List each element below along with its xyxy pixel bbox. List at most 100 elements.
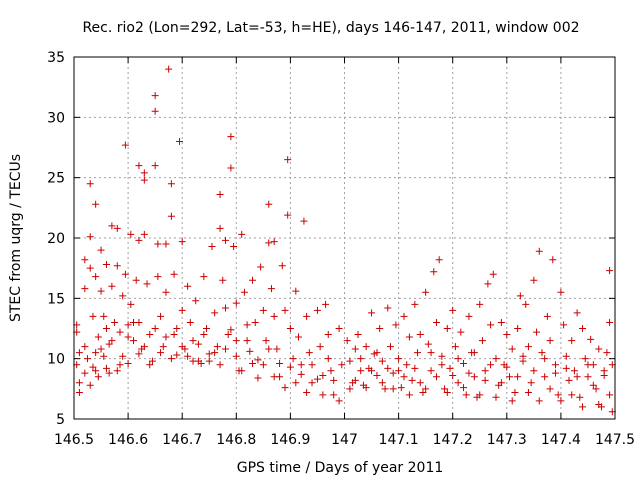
- x-tick-label: 147.2: [433, 432, 473, 448]
- data-point: [175, 137, 183, 145]
- x-tick-label: 147: [331, 432, 358, 448]
- data-point: [200, 331, 208, 339]
- data-point: [308, 379, 316, 387]
- data-point: [557, 288, 565, 296]
- x-tick-label: 147.1: [379, 432, 419, 448]
- data-point: [343, 337, 351, 345]
- data-point: [297, 361, 305, 369]
- x-tick-label: 147.5: [595, 432, 635, 448]
- data-point: [319, 372, 327, 380]
- data-point: [549, 256, 557, 264]
- data-point: [330, 376, 338, 384]
- data-point: [573, 309, 581, 317]
- data-point: [132, 276, 140, 284]
- data-point: [462, 391, 470, 399]
- data-point: [92, 273, 100, 281]
- data-point: [368, 309, 376, 317]
- data-point: [227, 164, 235, 172]
- data-point: [243, 337, 251, 345]
- data-point: [130, 337, 138, 345]
- data-point: [102, 364, 110, 372]
- data-point: [75, 379, 83, 387]
- data-point: [519, 352, 527, 360]
- data-point: [386, 343, 394, 351]
- axis-ticks: [73, 56, 616, 420]
- data-point: [92, 200, 100, 208]
- data-point: [389, 385, 397, 393]
- data-point: [470, 349, 478, 357]
- data-point: [75, 349, 83, 357]
- data-point: [97, 345, 105, 353]
- data-point: [492, 355, 500, 363]
- data-point: [557, 397, 565, 405]
- x-tick-label: 147.3: [487, 432, 527, 448]
- data-point: [419, 388, 427, 396]
- data-point: [568, 391, 576, 399]
- data-point: [130, 318, 138, 326]
- y-tick-label: 35: [47, 50, 65, 66]
- data-point: [524, 343, 532, 351]
- data-point: [546, 385, 554, 393]
- data-point: [159, 343, 167, 351]
- data-point: [146, 331, 154, 339]
- data-point: [254, 356, 262, 364]
- data-point: [262, 337, 270, 345]
- data-point: [89, 363, 97, 371]
- data-point: [116, 328, 124, 336]
- data-point: [265, 345, 273, 353]
- data-point: [551, 361, 559, 369]
- data-point: [119, 292, 127, 300]
- data-point: [167, 180, 175, 188]
- data-point: [438, 352, 446, 360]
- data-point: [94, 333, 102, 341]
- data-point: [454, 379, 462, 387]
- y-axis-tick-labels: 5 10 15 20 25 30 35: [47, 50, 65, 428]
- data-point: [606, 391, 614, 399]
- data-point: [81, 369, 89, 377]
- data-point: [389, 369, 397, 377]
- data-point: [221, 304, 229, 312]
- data-point: [94, 373, 102, 381]
- data-point: [381, 385, 389, 393]
- data-point: [127, 230, 135, 238]
- data-point: [589, 381, 597, 389]
- x-tick-label: 146.8: [216, 432, 256, 448]
- chart-title: Rec. rio2 (Lon=292, Lat=-53, h=HE), days…: [82, 20, 579, 36]
- data-point: [449, 372, 457, 380]
- data-point: [346, 385, 354, 393]
- data-point: [189, 337, 197, 345]
- data-point: [289, 355, 297, 363]
- data-point: [497, 379, 505, 387]
- data-point: [395, 367, 403, 375]
- data-point: [105, 340, 113, 348]
- data-point: [397, 384, 405, 392]
- data-point: [276, 359, 284, 367]
- data-point: [595, 345, 603, 353]
- data-point: [554, 391, 562, 399]
- data-point: [84, 355, 92, 363]
- data-point: [492, 393, 500, 401]
- data-point: [124, 359, 132, 367]
- data-point: [530, 276, 538, 284]
- data-point: [232, 352, 240, 360]
- data-point: [162, 333, 170, 341]
- data-point: [581, 355, 589, 363]
- y-axis-label: STEC from uqrg / TECUs: [8, 154, 24, 322]
- data-point: [295, 333, 303, 341]
- data-point: [194, 357, 202, 365]
- data-point: [319, 391, 327, 399]
- data-point: [184, 352, 192, 360]
- data-point: [184, 282, 192, 290]
- data-point: [460, 384, 468, 392]
- data-point: [395, 355, 403, 363]
- data-point: [430, 268, 438, 276]
- data-point: [219, 276, 227, 284]
- data-point: [484, 280, 492, 288]
- data-point: [543, 312, 551, 320]
- data-point: [573, 373, 581, 381]
- data-point: [113, 367, 121, 375]
- data-point: [211, 309, 219, 317]
- data-point: [432, 373, 440, 381]
- x-axis-label: GPS time / Days of year 2011: [237, 460, 444, 476]
- data-point: [113, 224, 121, 232]
